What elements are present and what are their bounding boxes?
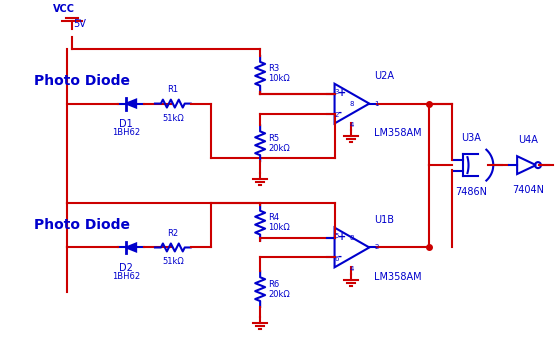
Text: -: -: [338, 107, 341, 117]
Text: R3: R3: [268, 64, 279, 73]
Text: +: +: [338, 88, 346, 98]
Text: U4A: U4A: [518, 135, 538, 145]
Text: U1B: U1B: [374, 215, 394, 225]
Text: 5V: 5V: [74, 19, 86, 29]
Text: 1BH62: 1BH62: [112, 272, 140, 281]
Text: U3A: U3A: [462, 133, 481, 143]
Text: 51kΩ: 51kΩ: [162, 113, 184, 122]
Text: VCC: VCC: [53, 4, 75, 14]
Text: 1: 1: [374, 101, 379, 107]
Text: +: +: [338, 232, 346, 242]
Text: 10kΩ: 10kΩ: [268, 223, 290, 232]
Text: 4: 4: [349, 266, 354, 272]
Text: 10kΩ: 10kΩ: [268, 74, 290, 83]
Text: 7486N: 7486N: [456, 187, 487, 197]
Text: R1: R1: [167, 85, 178, 94]
Text: 7404N: 7404N: [512, 185, 544, 195]
Text: 1BH62: 1BH62: [112, 129, 140, 137]
Text: D2: D2: [119, 263, 133, 274]
Text: 8: 8: [349, 234, 354, 241]
Text: 6: 6: [334, 256, 339, 262]
Text: LM358AM: LM358AM: [374, 272, 422, 282]
Text: 8: 8: [349, 101, 354, 107]
Text: 3: 3: [334, 89, 339, 95]
Text: 51kΩ: 51kΩ: [162, 257, 184, 266]
Text: R2: R2: [167, 228, 178, 238]
Polygon shape: [126, 100, 136, 107]
Text: R4: R4: [268, 213, 279, 222]
Text: 20kΩ: 20kΩ: [268, 144, 290, 153]
Text: 20kΩ: 20kΩ: [268, 290, 290, 299]
Text: 2: 2: [374, 245, 379, 251]
Text: 2: 2: [334, 112, 339, 118]
Text: LM358AM: LM358AM: [374, 129, 422, 138]
Text: -: -: [338, 251, 341, 261]
Text: D1: D1: [119, 120, 133, 130]
Text: 4: 4: [349, 122, 354, 129]
Polygon shape: [126, 243, 136, 251]
Text: 5: 5: [334, 233, 339, 238]
Text: Photo Diode: Photo Diode: [33, 218, 130, 232]
Text: Photo Diode: Photo Diode: [33, 74, 130, 88]
Text: R5: R5: [268, 134, 279, 143]
Text: R6: R6: [268, 280, 279, 289]
Text: U2A: U2A: [374, 71, 394, 81]
